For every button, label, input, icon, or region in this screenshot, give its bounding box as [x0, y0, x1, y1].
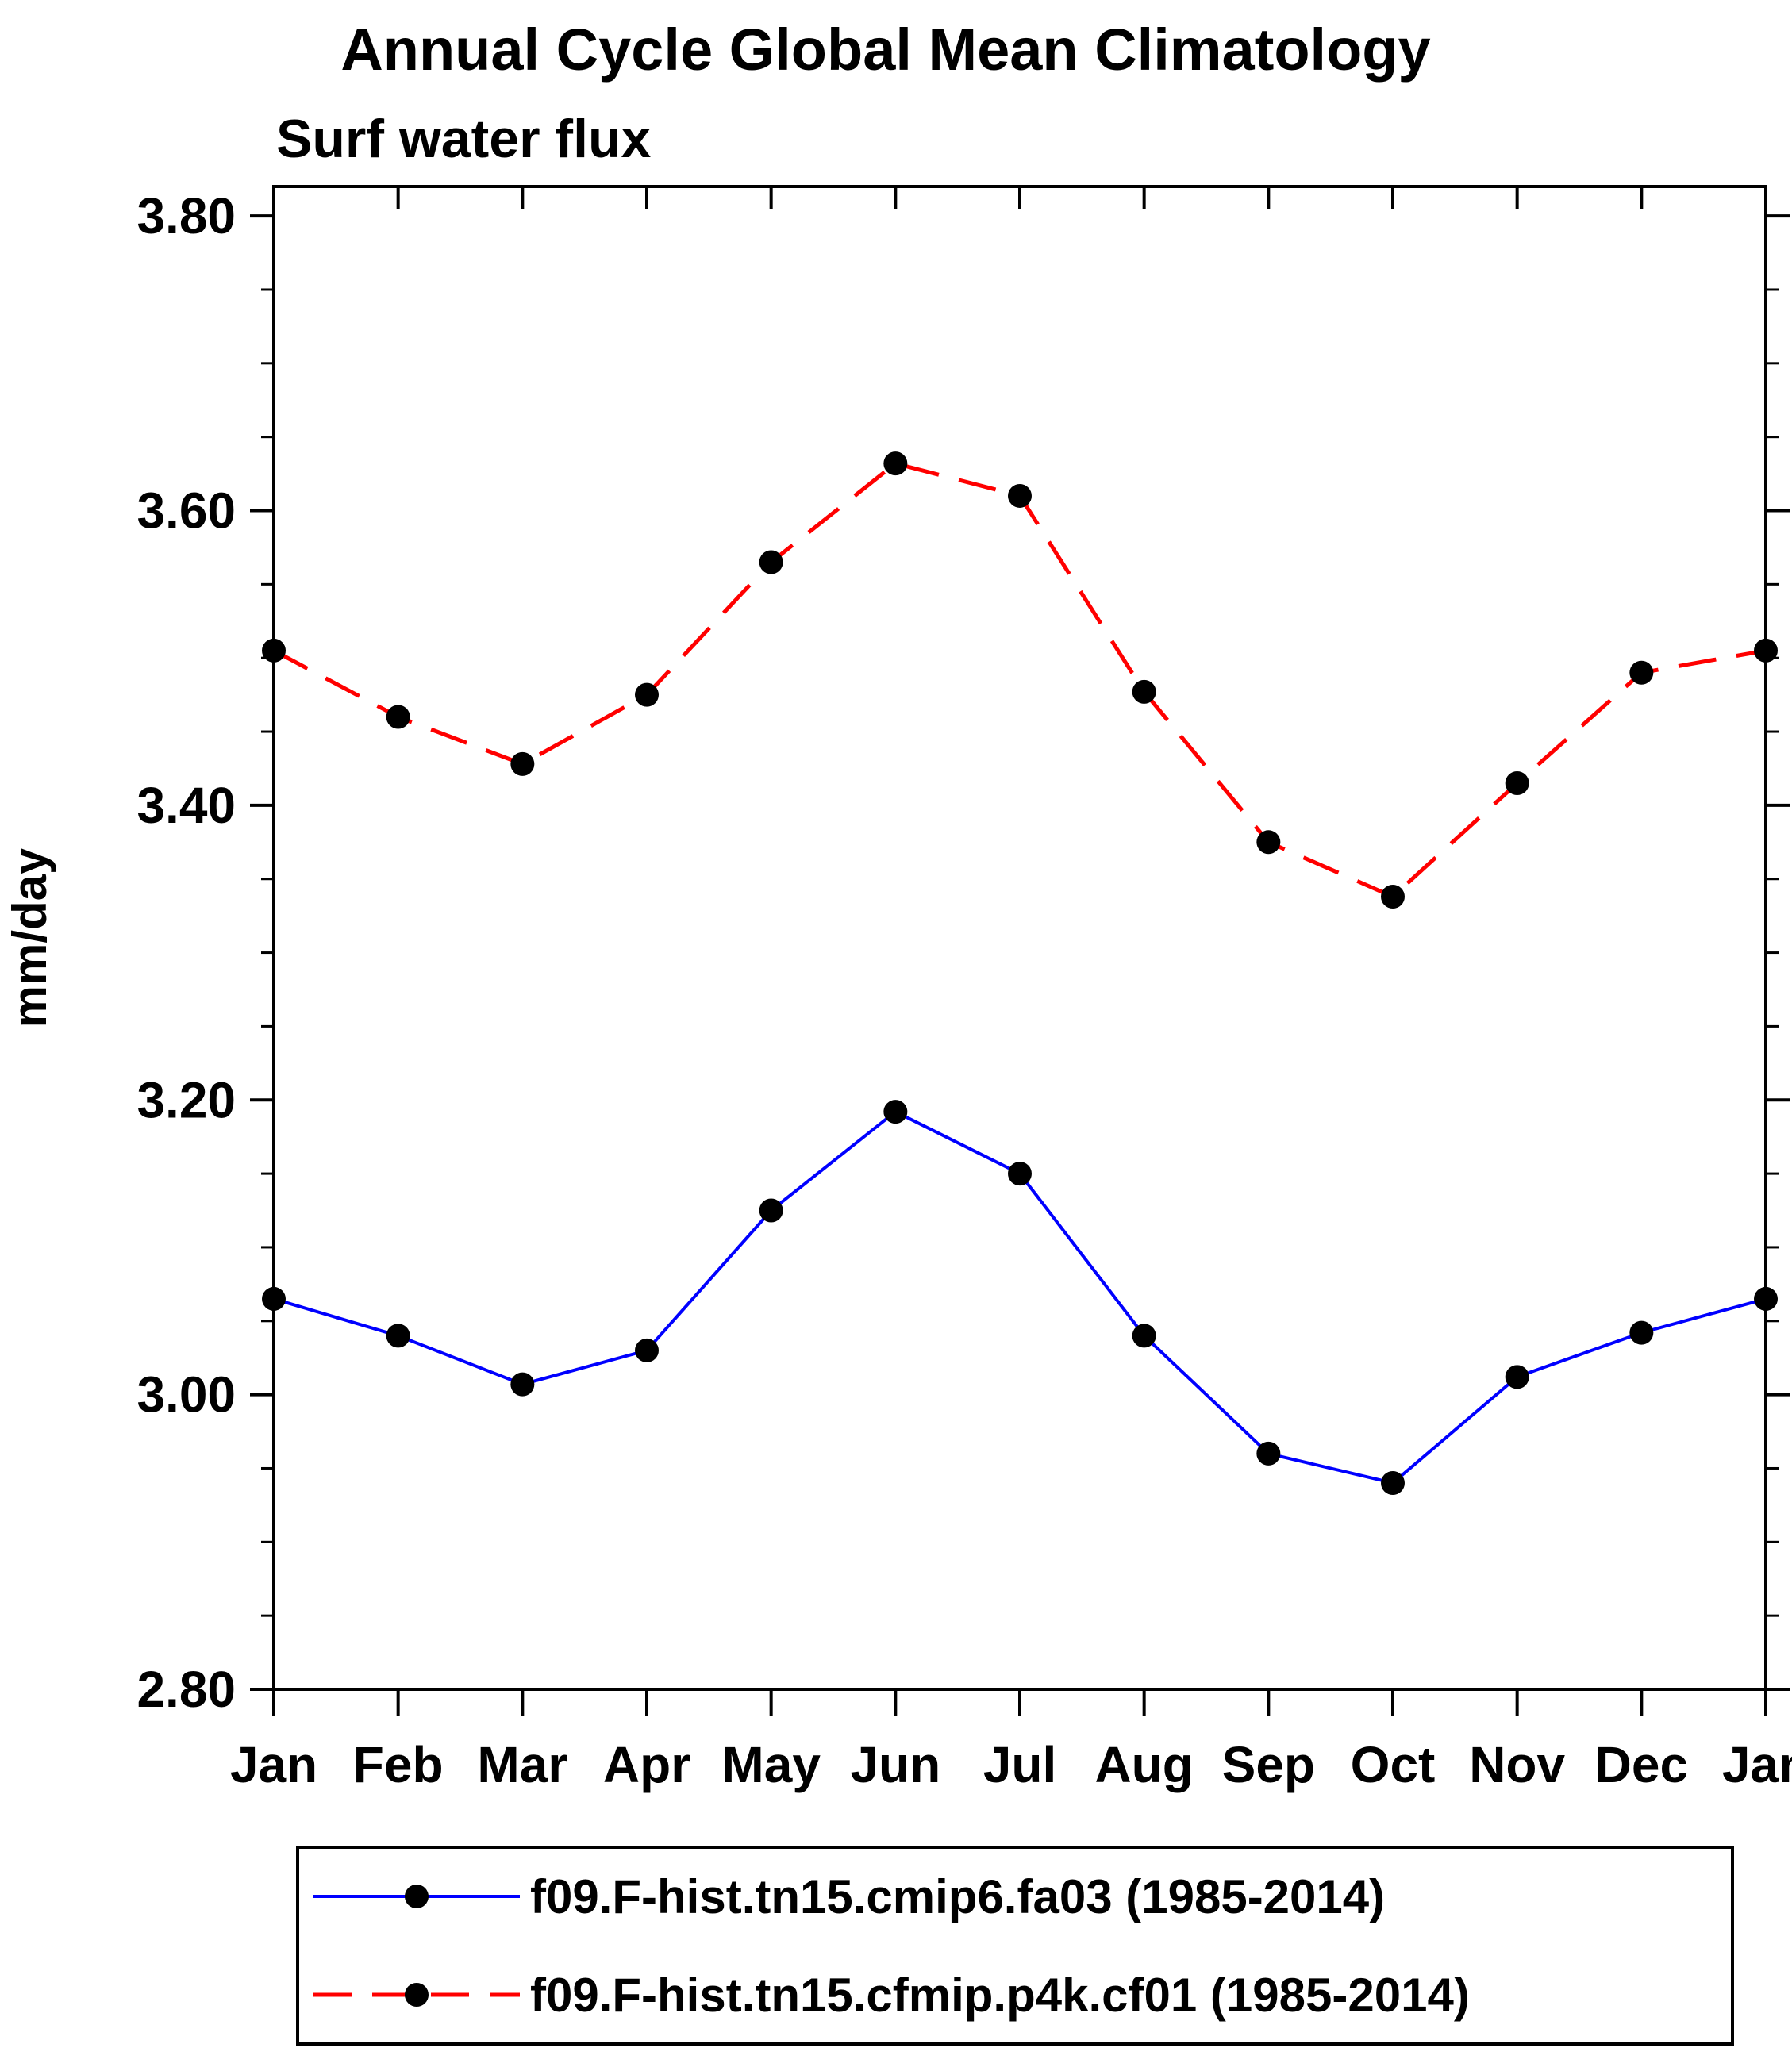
- data-point: [386, 705, 410, 729]
- data-point: [1754, 1286, 1778, 1311]
- x-tick-label: Feb: [353, 1736, 444, 1793]
- data-point: [1008, 1162, 1032, 1186]
- data-point: [1256, 1441, 1281, 1466]
- x-tick-label: Mar: [477, 1736, 567, 1793]
- series-lines: [272, 461, 1767, 1485]
- y-tick-label: 3.00: [137, 1366, 236, 1423]
- data-point: [1381, 885, 1405, 909]
- data-point: [1132, 1324, 1156, 1348]
- data-point: [1505, 1365, 1529, 1389]
- data-point: [759, 1198, 783, 1223]
- y-axis-label: mm/day: [3, 847, 56, 1028]
- data-point: [386, 1324, 410, 1348]
- legend-box: [296, 1846, 1734, 2046]
- y-tick-label: 3.20: [137, 1071, 236, 1128]
- x-tick-label: Jun: [850, 1736, 940, 1793]
- data-point: [262, 638, 286, 663]
- x-tick-label: Nov: [1469, 1736, 1565, 1793]
- data-point: [1008, 483, 1032, 508]
- data-point: [635, 1338, 659, 1362]
- data-point: [1132, 679, 1156, 704]
- x-tick-label: Dec: [1595, 1736, 1688, 1793]
- chart-title: Annual Cycle Global Mean Climatology: [340, 17, 1430, 83]
- x-tick-label: May: [721, 1736, 821, 1793]
- y-tick-label: 2.80: [137, 1661, 236, 1718]
- legend-entry-label: f09.F-hist.tn15.cmip6.fa03 (1985-2014): [530, 1870, 1385, 1923]
- y-tick-label: 3.60: [137, 482, 236, 540]
- legend: f09.F-hist.tn15.cmip6.fa03 (1985-2014) f0…: [296, 1846, 1734, 2046]
- legend-marker-0: [405, 1885, 429, 1908]
- data-point: [262, 1286, 286, 1311]
- data-point: [1505, 771, 1529, 796]
- data-point: [510, 751, 535, 776]
- x-tick-label: Oct: [1351, 1736, 1436, 1793]
- data-point: [635, 682, 659, 707]
- data-point: [1256, 830, 1281, 855]
- data-point: [759, 550, 783, 574]
- x-tick-label: Sep: [1222, 1736, 1315, 1793]
- axes: 2.80 3.00 3.20 3.40 3.60 3.80 Jan Feb Mar Apr May J…: [137, 185, 1792, 1793]
- x-tick-label: Jan: [1722, 1736, 1792, 1793]
- data-point: [1629, 660, 1654, 685]
- data-point: [1381, 1471, 1405, 1496]
- legend-marker-1: [405, 1983, 429, 2007]
- x-tick-label: Jul: [983, 1736, 1056, 1793]
- data-point: [510, 1372, 535, 1397]
- chart-subtitle: Surf water flux: [276, 109, 651, 169]
- x-tick-label: Apr: [603, 1736, 690, 1793]
- data-point: [1754, 638, 1778, 663]
- data-point: [883, 451, 908, 476]
- data-point: [883, 1100, 908, 1124]
- plot-frame: [272, 185, 1767, 1691]
- y-tick-label: 3.40: [137, 777, 236, 834]
- x-tick-label: Aug: [1094, 1736, 1193, 1793]
- legend-entry-label: f09.F-hist.tn15.cfmip.p4k.cf01 (1985-201…: [530, 1969, 1470, 2022]
- y-tick-label: 3.80: [137, 187, 236, 244]
- data-markers: [262, 451, 1778, 1496]
- series-line-1: [272, 461, 1767, 899]
- data-point: [1629, 1320, 1654, 1345]
- x-tick-label: Jan: [230, 1736, 317, 1793]
